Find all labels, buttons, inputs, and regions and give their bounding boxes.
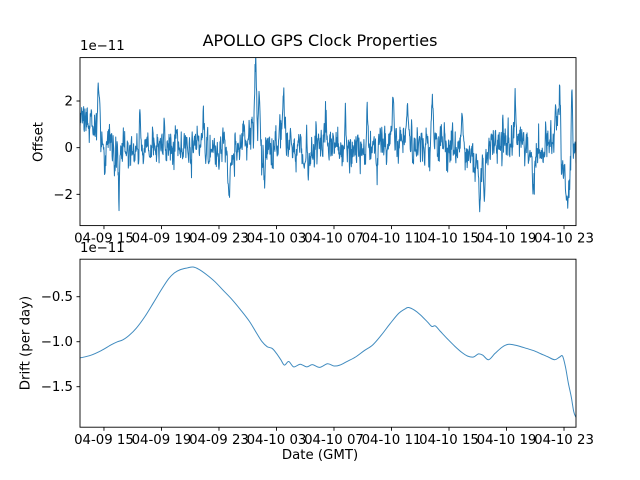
x-tick-label: 04-10 07 xyxy=(304,433,364,448)
y-tick-label: −2 xyxy=(53,188,73,203)
y-tick-label: 2 xyxy=(65,95,73,110)
x-tick-label: 04-09 19 xyxy=(132,232,192,247)
x-tick-label: 04-09 23 xyxy=(189,232,249,247)
y-tick-label: −1.5 xyxy=(41,380,73,395)
offset-y-axis-label: Offset xyxy=(31,122,47,162)
x-tick-label: 04-10 23 xyxy=(534,433,594,448)
x-tick-label: 04-10 19 xyxy=(477,433,537,448)
x-tick-label: 04-09 15 xyxy=(74,433,134,448)
y-tick-label: 0 xyxy=(65,141,73,156)
x-tick-label: 04-10 15 xyxy=(419,433,479,448)
drift-exponent-label: 1e−11 xyxy=(80,241,125,256)
x-axis-label: Date (GMT) xyxy=(281,448,359,463)
x-tick-label: 04-10 03 xyxy=(247,232,307,247)
offset-series-line xyxy=(80,57,576,213)
x-tick-label: 04-10 15 xyxy=(419,232,479,247)
x-tick-label: 04-09 19 xyxy=(132,433,192,448)
x-tick-label: 04-09 23 xyxy=(189,433,249,448)
x-tick-label: 04-10 23 xyxy=(534,232,594,247)
drift-series-line xyxy=(80,266,576,418)
axes-frame xyxy=(79,258,577,428)
x-tick-label: 04-10 07 xyxy=(304,232,364,247)
offset-exponent-label: 1e−11 xyxy=(80,39,125,54)
x-tick-label: 04-10 19 xyxy=(477,232,537,247)
x-tick-label: 04-10 11 xyxy=(362,433,422,448)
axes-frame xyxy=(79,57,577,227)
chart-title: APOLLO GPS Clock Properties xyxy=(202,31,438,50)
x-tick-label: 04-10 11 xyxy=(362,232,422,247)
drift-y-axis-label: Drift (per day) xyxy=(18,295,34,391)
x-tick-label: 04-09 15 xyxy=(74,232,134,247)
y-tick-label: −0.5 xyxy=(41,290,73,305)
x-tick-label: 04-10 03 xyxy=(247,433,307,448)
y-tick-label: −1.0 xyxy=(41,335,73,350)
